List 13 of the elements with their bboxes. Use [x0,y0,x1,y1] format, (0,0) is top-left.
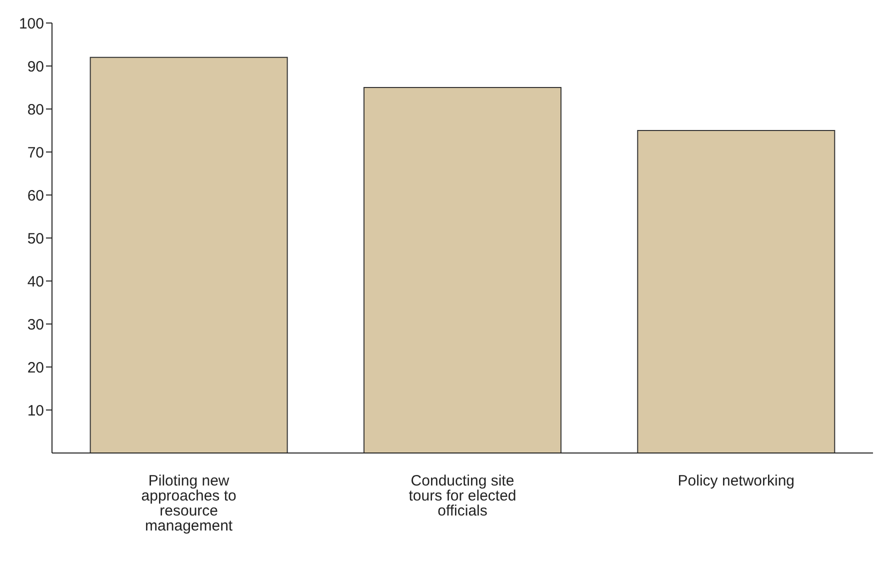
y-tick-label: 10 [27,402,44,420]
y-tick-label: 70 [27,144,44,162]
y-tick-label: 30 [27,316,44,334]
y-tick-label: 90 [27,58,44,76]
x-tick-label: Piloting new approaches to resource management [141,472,236,535]
y-tick-label: 100 [18,15,44,32]
x-tick-label: Conducting site tours for elected officials [408,472,516,520]
x-tick-label: Policy networking [678,472,795,490]
y-tick-label: 40 [27,273,44,290]
y-tick-label: 20 [27,359,44,376]
y-tick-label: 80 [27,101,44,118]
y-tick-label: 50 [27,230,44,248]
y-tick-label: 60 [27,187,44,204]
